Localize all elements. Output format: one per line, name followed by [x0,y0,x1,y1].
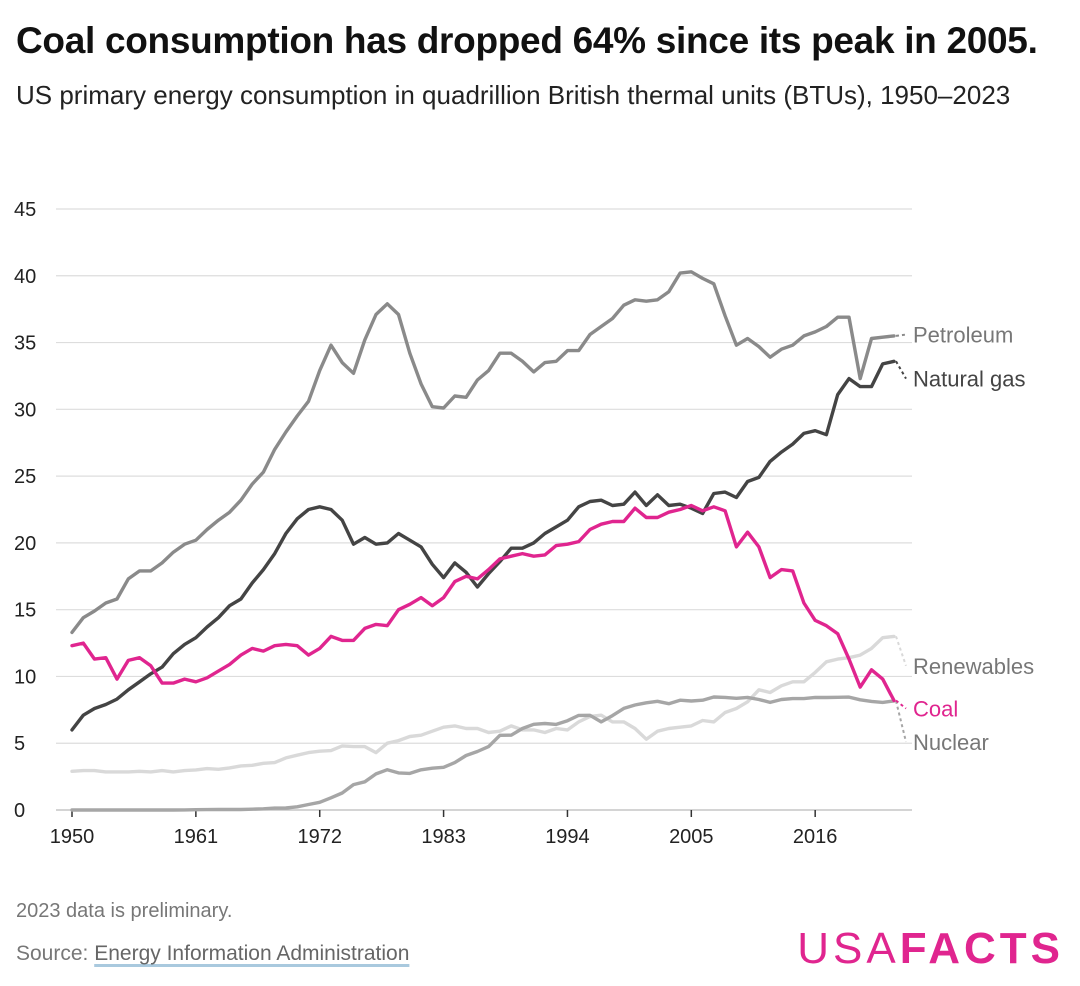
y-tick-label: 10 [14,666,36,688]
y-tick-label: 30 [14,399,36,421]
gridlines [56,208,912,811]
chart-title: Coal consumption has dropped 64% since i… [16,20,1038,61]
label-leader [895,333,907,337]
label-leader [895,699,907,710]
x-tick-label: 2005 [669,826,714,848]
y-tick-label: 40 [14,266,36,288]
series-label-nuclear: Nuclear [913,730,989,755]
label-leader [895,700,907,743]
series-label-petroleum: Petroleum [913,323,1013,348]
y-tick-label: 0 [14,800,25,822]
series-labels: Renewables Nuclear Petroleum Natural gas Coa… [895,323,1034,755]
series-line-nuclear [70,695,896,812]
x-tick-label: 1983 [421,826,466,848]
y-tick-label: 5 [14,733,25,755]
series-line-natural-gas [70,359,896,732]
source-link[interactable]: Energy Information Administration [94,942,410,965]
series-line-coal [70,503,896,703]
x-axis-ticks: 1950 1961 1972 1983 1994 2005 2016 [50,810,838,848]
usafacts-logo: USAFACTS [797,924,1064,974]
y-tick-label: 35 [14,333,36,355]
y-tick-label: 45 [14,199,36,221]
x-tick-label: 1961 [174,826,219,848]
x-tick-label: 1972 [297,826,342,848]
series-label-renewables: Renewables [913,654,1034,679]
x-tick-label: 1994 [545,826,590,848]
y-tick-label: 20 [14,533,36,555]
series-line-petroleum [70,270,896,635]
y-tick-label: 25 [14,466,36,488]
footnote: 2023 data is preliminary. [16,900,233,922]
logo-facts: FACTS [899,924,1064,973]
series-label-coal: Coal [913,696,958,721]
chart-subtitle: US primary energy consumption in quadril… [16,80,1011,110]
label-leader [895,360,907,380]
source-prefix: Source: [16,942,95,965]
x-tick-label: 2016 [793,826,838,848]
series-lines [70,270,896,812]
y-tick-label: 15 [14,600,36,622]
series-line-renewables [70,634,896,774]
series-label-natural-gas: Natural gas [913,367,1026,392]
x-tick-label: 1950 [50,826,95,848]
label-leader [895,636,907,667]
logo-usa: USA [797,924,900,973]
source-line: Source: Energy Information Administratio… [16,942,409,966]
y-axis-ticks: 0 5 10 15 20 25 30 35 40 45 [14,199,36,822]
